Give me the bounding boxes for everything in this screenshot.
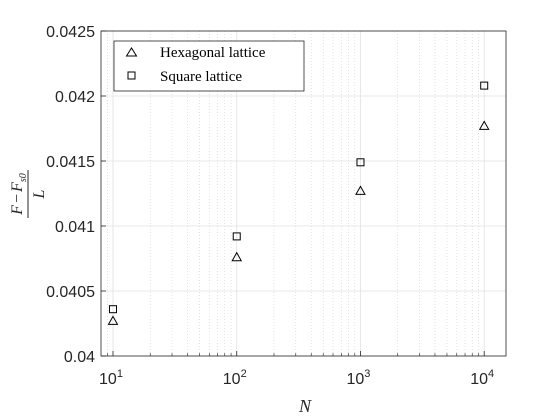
y-tick-label: 0.04 — [64, 349, 95, 366]
y-tick-label: 0.042 — [55, 89, 95, 106]
y-tick-label: 0.0425 — [46, 24, 95, 41]
legend-label-square: Square lattice — [160, 69, 242, 85]
legend-label-hexagonal: Hexagonal lattice — [160, 45, 266, 61]
x-axis-label: N — [298, 396, 312, 416]
legend: Hexagonal lattice Square lattice — [114, 41, 304, 91]
y-tick-label: 0.0405 — [46, 284, 95, 301]
y-label-denominator: L — [31, 189, 48, 199]
y-tick-label: 0.0415 — [46, 154, 95, 171]
y-tick-label: 0.041 — [55, 219, 95, 236]
